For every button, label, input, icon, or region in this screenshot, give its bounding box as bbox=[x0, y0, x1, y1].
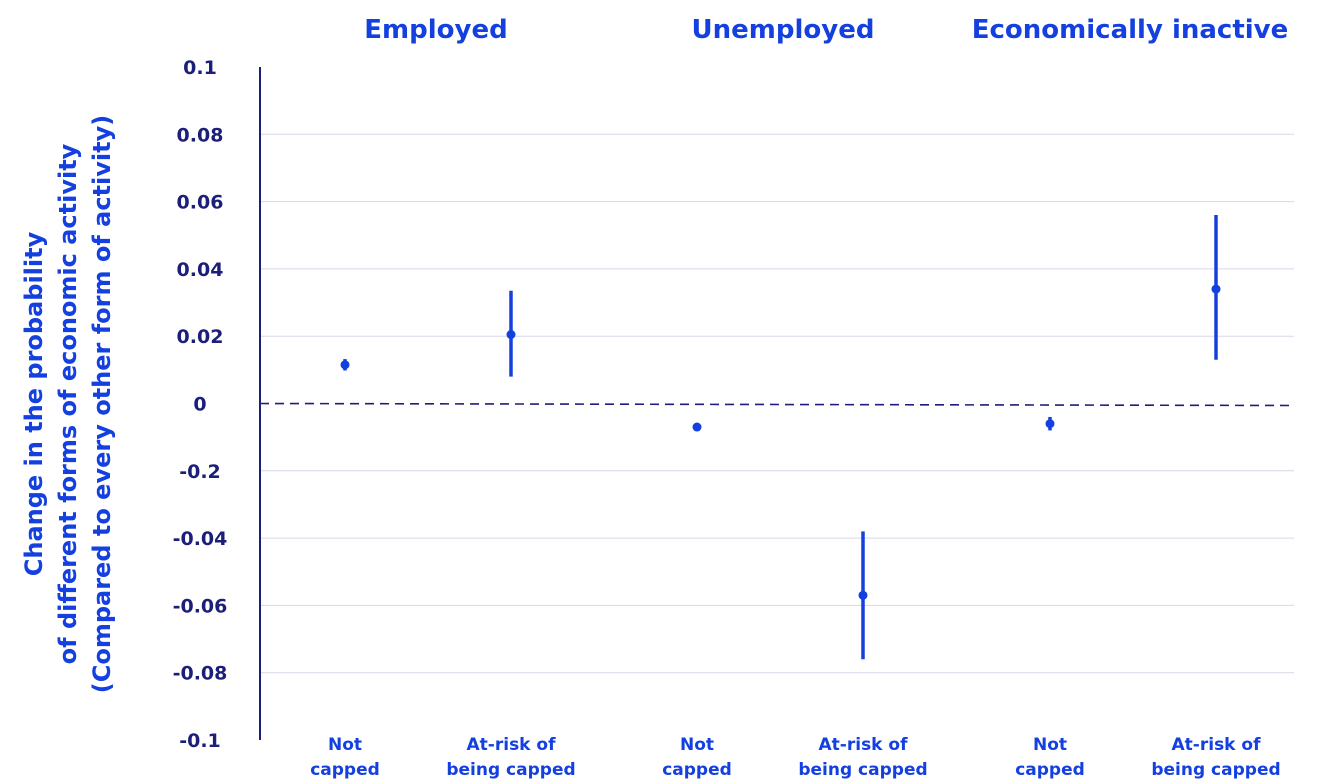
category-label-line: being capped bbox=[798, 760, 927, 780]
panel-title: Unemployed bbox=[692, 15, 875, 45]
category-label-line: being capped bbox=[1151, 760, 1280, 780]
y-tick-label: -0.1 bbox=[179, 730, 221, 752]
category-label: Not capped bbox=[310, 735, 380, 780]
category-label: Not capped bbox=[662, 735, 732, 780]
category-label: At-risk of being capped bbox=[1151, 735, 1280, 780]
y-tick-label: -0.04 bbox=[173, 528, 228, 550]
y-axis-label: Change in the probability of different fo… bbox=[20, 115, 116, 693]
data-point bbox=[692, 422, 702, 432]
y-tick-label: 0.02 bbox=[177, 326, 224, 348]
y-axis bbox=[259, 67, 1295, 740]
data-point bbox=[858, 590, 868, 600]
data-point bbox=[1211, 284, 1221, 294]
y-tick-label: 0.04 bbox=[177, 259, 224, 281]
category-labels: Not capped At-risk of being capped Not capped… bbox=[310, 735, 1280, 780]
y-tick-label: 0.1 bbox=[183, 57, 217, 79]
y-axis-label-line: of different forms of economic activity bbox=[54, 143, 82, 664]
y-tick-label: -0.08 bbox=[173, 663, 228, 685]
category-label-line: capped bbox=[310, 760, 380, 780]
y-axis-title: Change in the probability of different fo… bbox=[20, 115, 116, 693]
category-label: At-risk of being capped bbox=[798, 735, 927, 780]
category-label: At-risk of being capped bbox=[446, 735, 575, 780]
category-label-line: Not bbox=[1033, 735, 1067, 755]
category-label-line: capped bbox=[662, 760, 732, 780]
y-tick-label: 0 bbox=[193, 394, 206, 416]
panel-titles: Employed Unemployed Economically inactive bbox=[364, 15, 1288, 45]
gridlines bbox=[260, 133, 1294, 674]
category-label: Not capped bbox=[1015, 735, 1085, 780]
data-point bbox=[340, 360, 350, 370]
panel-title: Employed bbox=[364, 15, 507, 45]
category-label-line: capped bbox=[1015, 760, 1085, 780]
category-label-line: being capped bbox=[446, 760, 575, 780]
category-label-line: At-risk of bbox=[467, 735, 557, 755]
data-points bbox=[340, 215, 1221, 660]
y-tick-label: -0.06 bbox=[173, 595, 228, 617]
category-label-line: At-risk of bbox=[1172, 735, 1262, 755]
category-label-line: Not bbox=[328, 735, 362, 755]
y-axis-label-line: Change in the probability bbox=[20, 231, 48, 576]
data-point bbox=[506, 330, 516, 340]
y-tick-labels: 0.1 0.08 0.06 0.04 0.02 0 -0.2 -0.04 -0.06 -0.08 -… bbox=[173, 57, 228, 752]
y-axis-label-line: (Compared to every other form of activit… bbox=[88, 115, 116, 693]
y-tick-label: 0.08 bbox=[177, 124, 224, 146]
category-label-line: Not bbox=[680, 735, 714, 755]
category-label-line: At-risk of bbox=[819, 735, 909, 755]
zero-line bbox=[259, 402, 1295, 407]
y-tick-label: 0.06 bbox=[177, 192, 224, 214]
panel-title: Economically inactive bbox=[972, 15, 1289, 45]
y-tick-label: -0.2 bbox=[179, 461, 221, 483]
data-point bbox=[1045, 419, 1055, 429]
